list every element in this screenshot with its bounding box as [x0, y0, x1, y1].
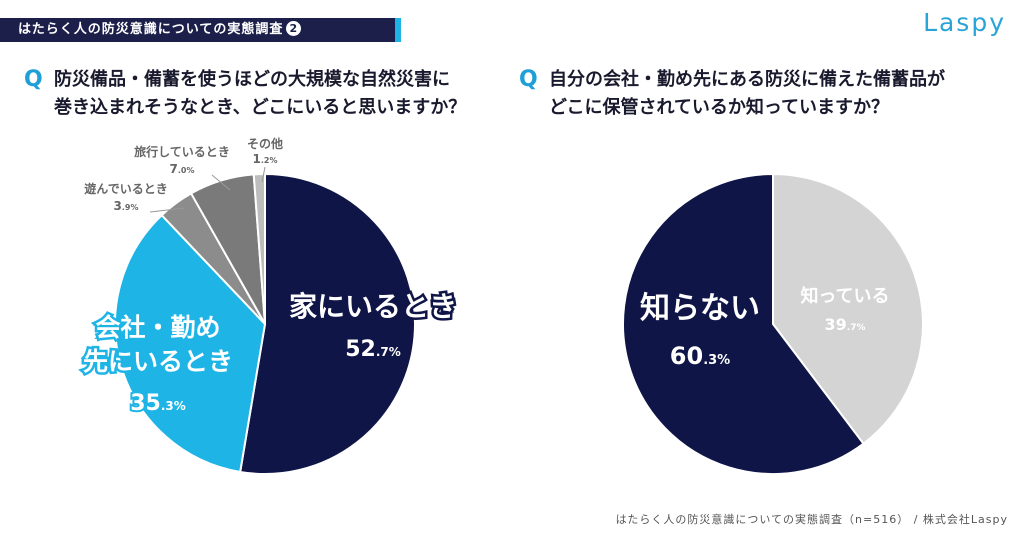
page-title-text: はたらく人の防災意識についての実態調査: [18, 22, 284, 37]
chart1-value-other: 1.2%: [253, 152, 278, 166]
chart2-value-dont-know: 60.3%: [670, 342, 730, 370]
chart1-value-office: 35.3%: [130, 391, 186, 416]
chart1-value-travel: 7.0%: [170, 162, 195, 176]
header-band: [0, 18, 395, 42]
chart2-value-know: 39.7%: [825, 315, 866, 334]
chart1-label-office-line1: 会社・勤め: [95, 313, 220, 342]
question-2: Q 自分の会社・勤め先にある防災に備えた備蓄品が どこに保管されているか知ってい…: [519, 66, 945, 122]
chart2-label-know: 知っている: [800, 285, 889, 307]
chart1-label-other: その他: [247, 136, 283, 151]
chart1-value-home: 52.7%: [345, 337, 401, 362]
chart1-slice-1: [114, 213, 267, 474]
chart1-leader-other: [261, 166, 266, 183]
chart1-leader-travel: [211, 174, 231, 191]
page-number-badge: 2: [286, 21, 302, 36]
question-1: Q 防災備品・備蓄を使うほどの大規模な自然災害に 巻き込まれそうなとき、どこにい…: [24, 66, 466, 122]
chart2-label-dont-know: 知らない: [640, 291, 760, 326]
header-accent: [395, 18, 401, 42]
chart1-label-travel: 旅行しているとき: [134, 144, 230, 159]
chart1-slice-4: [252, 172, 266, 325]
chart1-slice-0: [239, 172, 416, 475]
chart1-label-playing: 遊んでいるとき: [84, 181, 167, 196]
page-title: はたらく人の防災意識についての実態調査 2: [18, 18, 302, 42]
question-1-mark: Q: [24, 67, 43, 92]
chart1-label-home: 家にいるとき: [289, 290, 457, 323]
chart2-slice-0: [772, 172, 924, 446]
chart1-label-office-line2: 先にいるとき: [83, 347, 233, 376]
question-1-line-2: 巻き込まれそうなとき、どこにいると思いますか？: [54, 97, 467, 118]
chart1-leader-playing: [149, 207, 186, 213]
question-2-line-2: どこに保管されているか知っていますか？: [549, 97, 890, 118]
question-2-line-1: 自分の会社・勤め先にある防災に備えた備蓄品が: [549, 69, 945, 90]
question-1-line-1: 防災備品・備蓄を使うほどの大規模な自然災害に: [54, 69, 450, 90]
brand-logo: Laspy: [923, 8, 1006, 37]
source-footnote: はたらく人の防災意識についての実態調査（n=516） / 株式会社Laspy: [615, 513, 1008, 526]
question-2-mark: Q: [519, 67, 538, 92]
chart2-slice-1: [622, 172, 865, 475]
chart1-value-playing: 3.9%: [114, 199, 139, 213]
